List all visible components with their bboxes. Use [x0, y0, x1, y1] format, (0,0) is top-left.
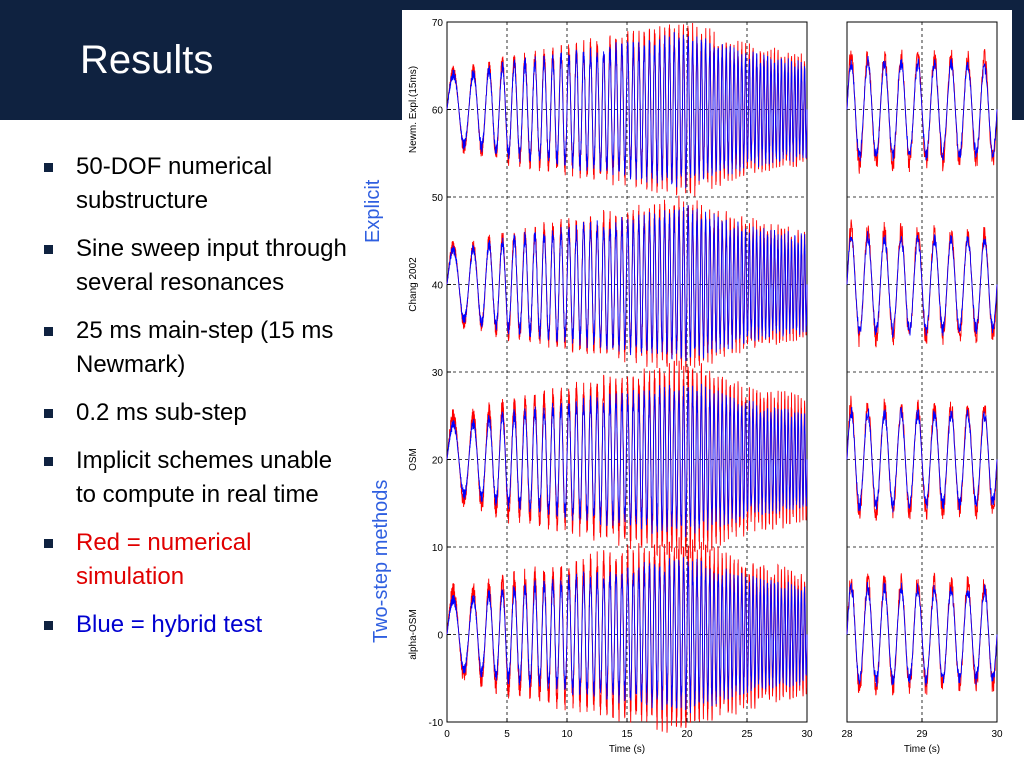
square-bullet-icon: [44, 163, 53, 172]
bullet-text: 25 ms main-step (15 ms Newmark): [76, 317, 334, 378]
bullet-text: Blue = hybrid test: [76, 611, 263, 638]
x-tick-label: 5: [504, 729, 510, 740]
zoom-x-axis-label: Time (s): [904, 744, 940, 755]
trace-label: Chang 2002: [408, 257, 419, 312]
y-tick-label: 0: [437, 631, 443, 642]
x-tick-label: 20: [681, 729, 693, 740]
bullet-text: 50-DOF numerical substructure: [76, 153, 273, 214]
y-tick-label: 40: [432, 281, 444, 292]
square-bullet-icon: [44, 457, 53, 466]
bullet-text: Sine sweep input through several resonan…: [76, 235, 347, 296]
trace-label: alpha-OSM: [408, 609, 419, 660]
bullet-text: 0.2 ms sub-step: [76, 399, 247, 426]
zoom-x-tick-label: 29: [916, 729, 928, 740]
y-tick-label: 60: [432, 106, 444, 117]
square-bullet-icon: [44, 621, 53, 630]
bullet-item: 25 ms main-step (15 ms Newmark): [44, 314, 354, 382]
trace-label: OSM: [408, 448, 419, 471]
x-tick-label: 10: [561, 729, 573, 740]
zoom-hybrid-series-line: [846, 55, 998, 162]
bullet-item: Sine sweep input through several resonan…: [44, 232, 354, 300]
trace-label: Newm. Expl.(15ms): [408, 66, 419, 153]
zoom-x-tick-label: 28: [841, 729, 853, 740]
bullet-item-blue-legend: Blue = hybrid test: [44, 608, 354, 642]
bullet-text: Red = numerical simulation: [76, 529, 252, 590]
bullet-item: 0.2 ms sub-step: [44, 396, 354, 430]
y-tick-label: 50: [432, 193, 444, 204]
hybrid-series-line: [446, 205, 808, 362]
zoom-hybrid-series-line: [846, 231, 998, 339]
square-bullet-icon: [44, 245, 53, 254]
square-bullet-icon: [44, 539, 53, 548]
y-tick-label: 10: [432, 543, 444, 554]
bullet-item: 50-DOF numerical substructure: [44, 150, 354, 218]
hybrid-series-line: [446, 383, 808, 538]
bullet-item: Implicit schemes unable to compute in re…: [44, 444, 354, 512]
x-tick-label: 0: [444, 729, 450, 740]
bullet-text: Implicit schemes unable to compute in re…: [76, 447, 333, 508]
bullet-list: 50-DOF numerical substructure Sine sweep…: [44, 150, 354, 656]
hybrid-series-line: [446, 557, 808, 714]
y-tick-label: 20: [432, 456, 444, 467]
y-tick-label: -10: [429, 718, 444, 729]
hybrid-series-line: [446, 31, 808, 189]
y-tick-label: 70: [432, 18, 444, 29]
square-bullet-icon: [44, 409, 53, 418]
zoom-hybrid-series-line: [846, 581, 998, 687]
bullet-item-red-legend: Red = numerical simulation: [44, 526, 354, 594]
zoom-x-tick-label: 30: [991, 729, 1003, 740]
zoom-hybrid-series-line: [846, 406, 998, 513]
main-x-axis-label: Time (s): [609, 744, 645, 755]
y-tick-label: 30: [432, 368, 444, 379]
square-bullet-icon: [44, 327, 53, 336]
x-tick-label: 30: [801, 729, 813, 740]
x-tick-label: 25: [741, 729, 753, 740]
x-tick-label: 15: [621, 729, 633, 740]
slide-title: Results: [80, 38, 214, 82]
